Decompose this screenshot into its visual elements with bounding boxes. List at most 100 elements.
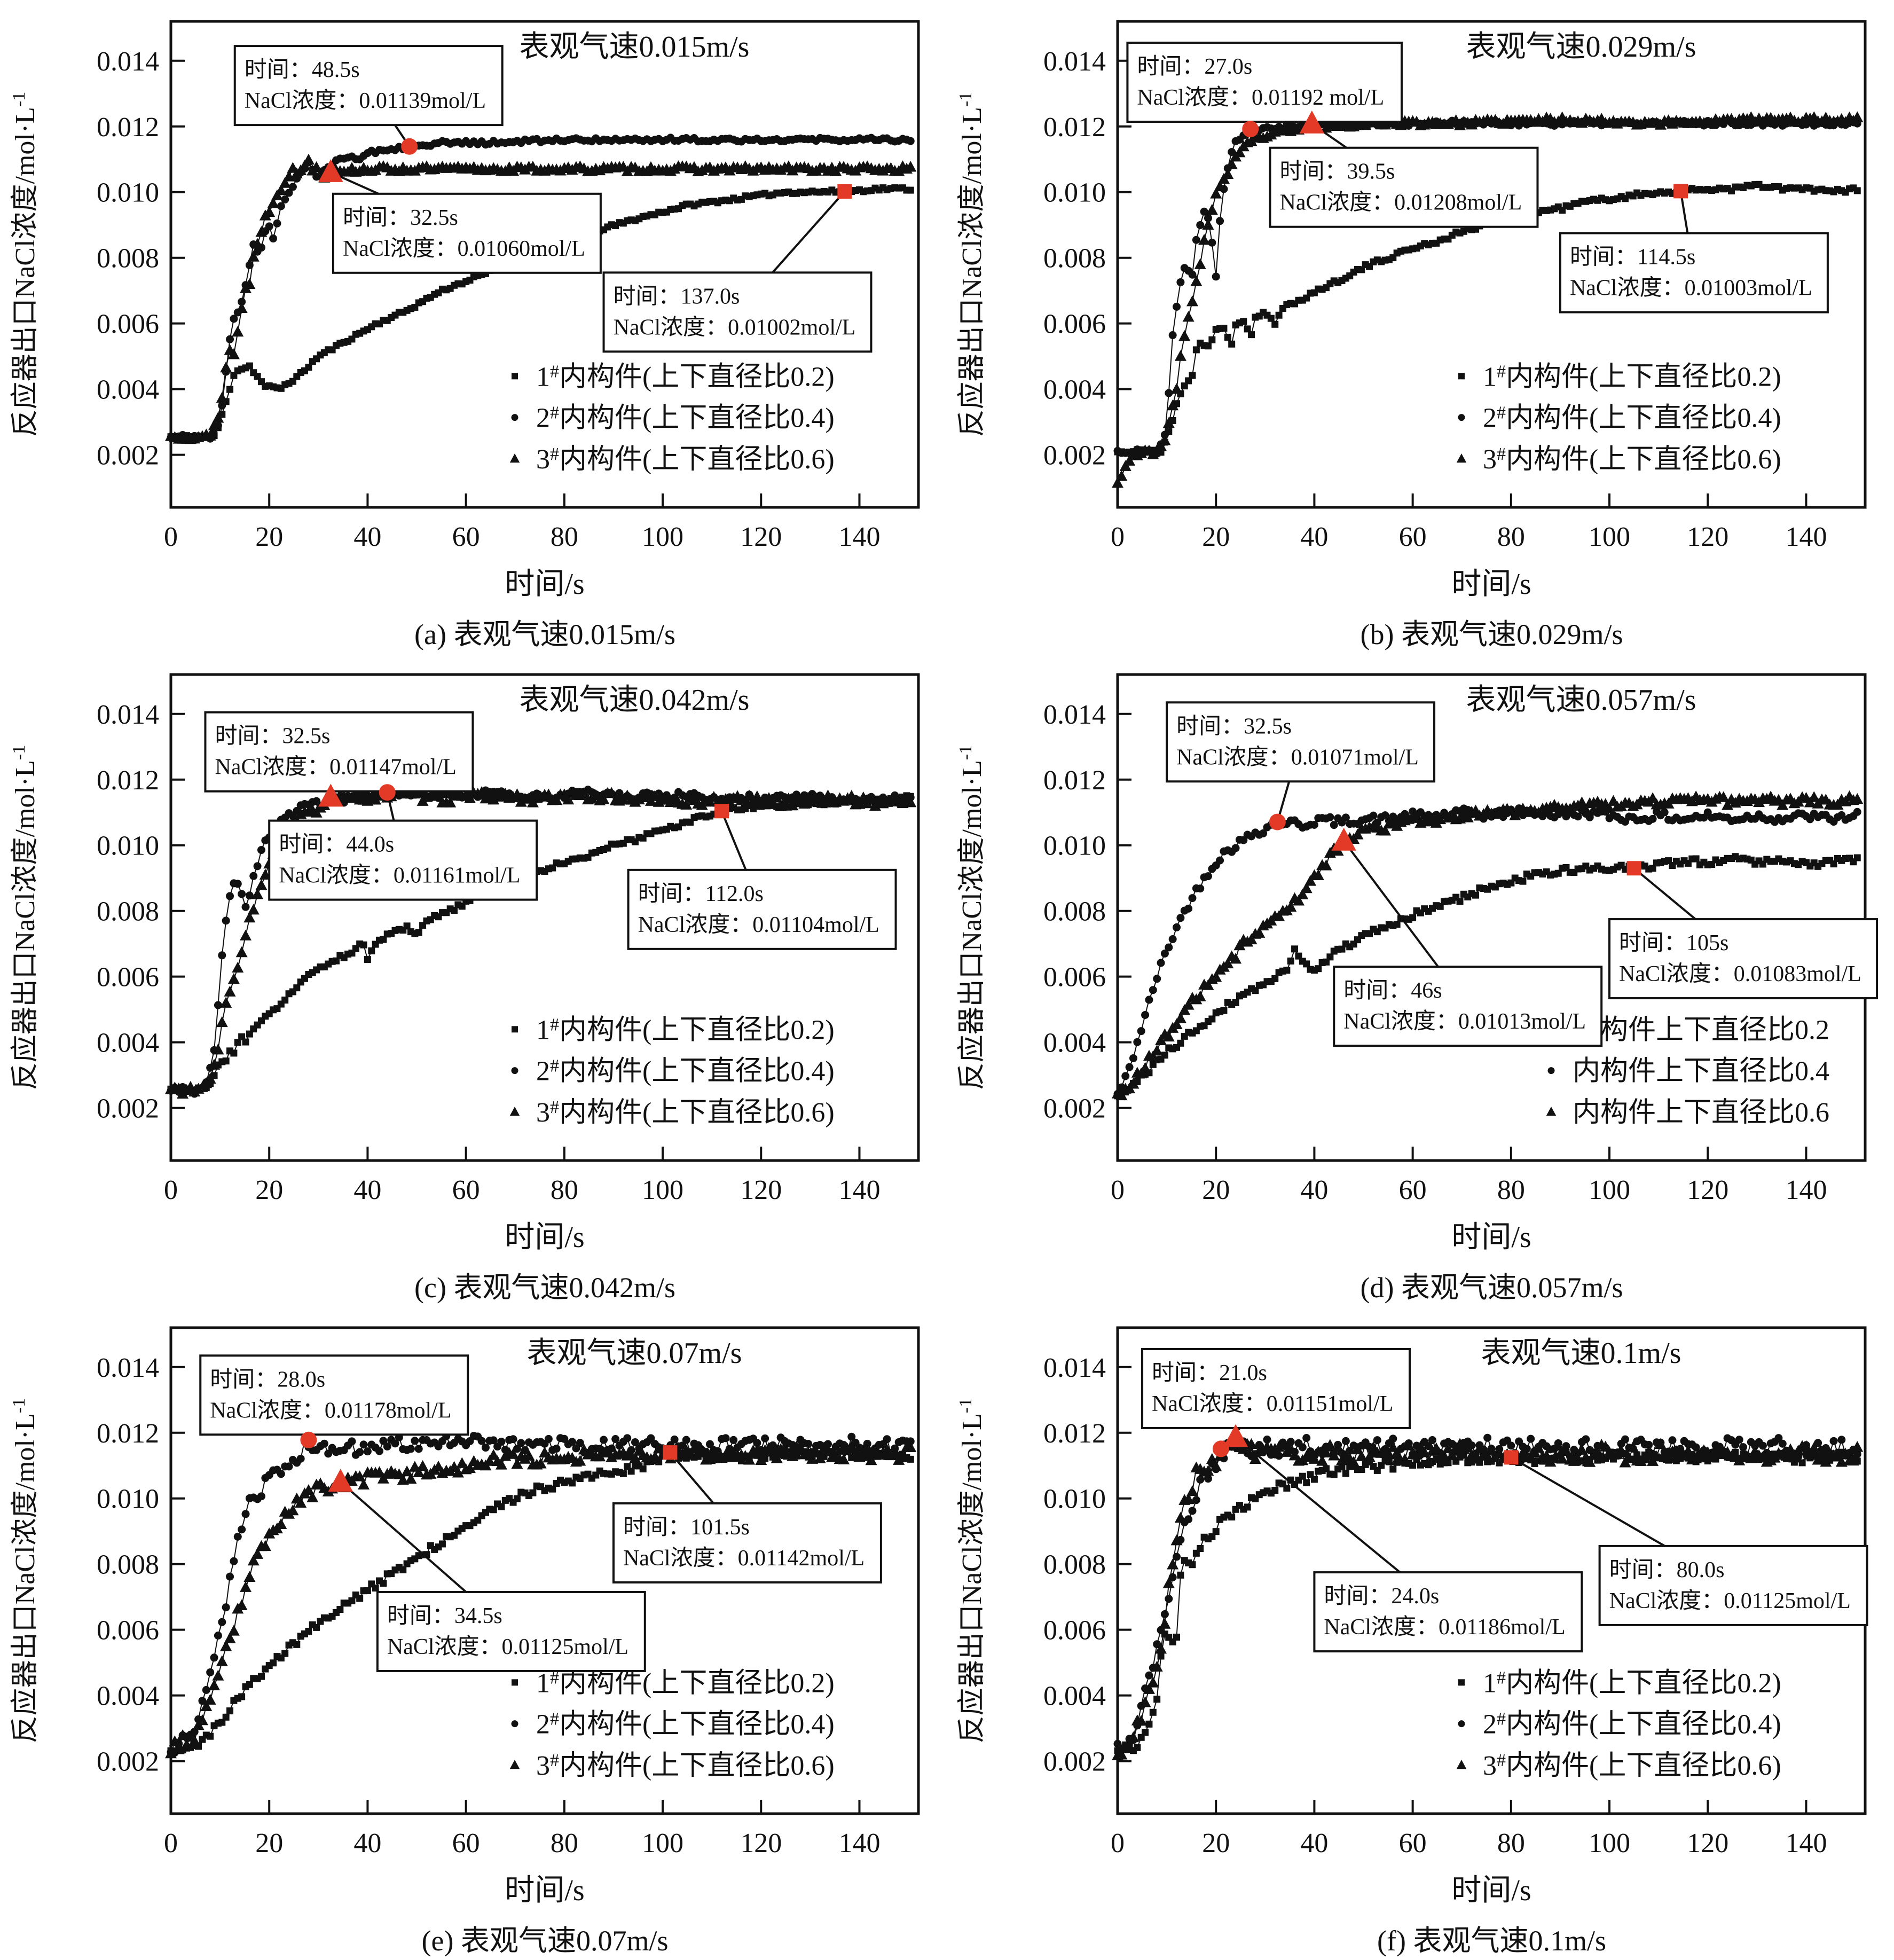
annotation: 时间：112.0s NaCl浓度：0.01104mol/L bbox=[627, 804, 897, 950]
x-tick-label: 60 bbox=[1399, 1175, 1427, 1205]
axes: 0 20 40 60 80 100 120 140 0.002 0.004 0.006 0.008 0.… bbox=[1043, 20, 1867, 552]
legend-label: 2#内构件(上下直径比0.4) bbox=[536, 1710, 835, 1740]
annotation: 时间：48.5s NaCl浓度：0.01139mol/L bbox=[233, 45, 504, 155]
annotation-text: 时间：39.5s bbox=[1280, 160, 1395, 184]
y-tick-label: 0.004 bbox=[97, 1681, 159, 1712]
legend-label: 2#内构件(上下直径比0.4) bbox=[536, 1056, 835, 1087]
annotation-text: NaCl浓度：0.01139mol/L bbox=[245, 89, 486, 113]
axes: 0 20 40 60 80 100 120 140 0.002 0.004 0.006 0.008 0.… bbox=[97, 1326, 920, 1859]
legend-label: 3#内构件(上下直径比0.6) bbox=[1483, 444, 1781, 475]
y-tick-label: 0.010 bbox=[1043, 831, 1106, 861]
annotation-text: NaCl浓度：0.01142mol/L bbox=[623, 1546, 865, 1571]
legend: 1#内构件(上下直径比0.2) 2#内构件(上下直径比0.4) 3#内构件(上下直径… bbox=[1456, 1668, 1781, 1781]
y-tick-label: 0.014 bbox=[1043, 700, 1106, 730]
y-tick-label: 0.006 bbox=[97, 309, 159, 340]
annotation: 时间：34.5s NaCl浓度：0.01125mol/L bbox=[328, 1469, 646, 1672]
x-axis-label: 时间/s bbox=[1451, 1221, 1531, 1254]
x-tick-label: 20 bbox=[255, 1828, 283, 1859]
y-tick-label: 0.014 bbox=[1043, 46, 1106, 77]
y-tick-label: 0.002 bbox=[97, 1094, 159, 1124]
annotation-text: NaCl浓度：0.01013mol/L bbox=[1343, 1009, 1586, 1034]
x-tick-label: 80 bbox=[1497, 1175, 1525, 1205]
x-tick-label: 0 bbox=[164, 1175, 178, 1205]
annotation: 时间：32.5s NaCl浓度：0.01071mol/L bbox=[1166, 701, 1436, 830]
chart-title: 表观气速0.057m/s bbox=[1466, 684, 1696, 717]
y-tick-label: 0.012 bbox=[1043, 765, 1106, 796]
x-tick-label: 60 bbox=[452, 1175, 480, 1205]
panel-b: 0 20 40 60 80 100 120 140 0.002 0.004 0.006 0.008 0.… bbox=[947, 0, 1894, 653]
panel-c-chart: 0 20 40 60 80 100 120 140 0.002 0.004 0.006 0.008 0.… bbox=[9, 673, 920, 1254]
legend-label: 2#内构件(上下直径比0.4) bbox=[536, 403, 835, 434]
y-tick-label: 0.004 bbox=[1043, 1028, 1106, 1059]
axes: 0 20 40 60 80 100 120 140 0.002 0.004 0.006 0.008 0.… bbox=[1043, 1326, 1867, 1859]
panel-e: 0 20 40 60 80 100 120 140 0.002 0.004 0.006 0.008 0.… bbox=[0, 1306, 947, 1960]
legend: 1#内构件(上下直径比0.2) 2#内构件(上下直径比0.4) 3#内构件(上下直径… bbox=[509, 1015, 835, 1128]
x-tick-label: 80 bbox=[1497, 1828, 1525, 1859]
x-tick-label: 80 bbox=[551, 1828, 578, 1859]
annotation-text: 时间：32.5s bbox=[215, 724, 330, 749]
y-tick-label: 0.006 bbox=[1043, 1616, 1106, 1646]
annotation: 时间：80.0s NaCl浓度：0.01125mol/L bbox=[1504, 1450, 1868, 1626]
annotation: 时间：28.0s NaCl浓度：0.01178mol/L bbox=[199, 1354, 469, 1448]
y-tick-label: 0.008 bbox=[1043, 897, 1106, 927]
x-tick-label: 60 bbox=[1399, 522, 1427, 552]
legend-label: 1#内构件(上下直径比0.2) bbox=[1483, 1668, 1781, 1698]
legend-label: 3#内构件(上下直径比0.6) bbox=[536, 1097, 835, 1128]
panel-b-caption: (b) 表观气速0.029m/s bbox=[1360, 618, 1623, 650]
y-tick-label: 0.004 bbox=[97, 375, 159, 405]
x-tick-label: 80 bbox=[551, 522, 578, 552]
annotation-text: NaCl浓度：0.01151mol/L bbox=[1152, 1392, 1393, 1416]
annotation-text: 时间：24.0s bbox=[1324, 1584, 1439, 1609]
x-tick-label: 80 bbox=[551, 1175, 578, 1205]
y-tick-label: 0.010 bbox=[97, 831, 159, 861]
axes: 0 20 40 60 80 100 120 140 0.002 0.004 0.006 0.008 0.… bbox=[97, 673, 920, 1205]
x-tick-label: 0 bbox=[1111, 522, 1125, 552]
legend-label: 内构件上下直径比0.2 bbox=[1573, 1015, 1829, 1045]
annotation-text: NaCl浓度：0.01208mol/L bbox=[1280, 191, 1522, 215]
annotation: 时间：114.5s NaCl浓度：0.01003mol/L bbox=[1559, 184, 1829, 313]
legend-label: 内构件上下直径比0.6 bbox=[1573, 1097, 1829, 1128]
legend-label: 2#内构件(上下直径比0.4) bbox=[1483, 403, 1781, 434]
y-tick-label: 0.012 bbox=[97, 1418, 159, 1449]
y-axis-label: 反应器出口NaCl浓度/mol·L-1 bbox=[956, 745, 987, 1091]
annotation-text: NaCl浓度：0.01161mol/L bbox=[279, 864, 520, 888]
annotation-text: 时间：105s bbox=[1619, 931, 1728, 955]
legend-label: 内构件上下直径比0.4 bbox=[1573, 1056, 1829, 1087]
x-tick-label: 140 bbox=[1785, 1828, 1827, 1859]
x-tick-label: 120 bbox=[740, 1175, 782, 1205]
x-axis-label: 时间/s bbox=[505, 568, 584, 601]
x-tick-label: 40 bbox=[1300, 1828, 1328, 1859]
x-tick-label: 100 bbox=[1589, 522, 1630, 552]
legend-label: 3#内构件(上下直径比0.6) bbox=[536, 444, 835, 475]
y-axis-label: 反应器出口NaCl浓度/mol·L-1 bbox=[9, 745, 41, 1091]
y-tick-label: 0.008 bbox=[1043, 1550, 1106, 1580]
series-circle bbox=[167, 1431, 915, 1757]
y-axis-label: 反应器出口NaCl浓度/mol·L-1 bbox=[9, 92, 41, 437]
y-tick-label: 0.008 bbox=[97, 244, 159, 274]
x-tick-label: 120 bbox=[1687, 1828, 1728, 1859]
annotation-text: NaCl浓度：0.01071mol/L bbox=[1176, 745, 1419, 770]
y-tick-label: 0.008 bbox=[97, 897, 159, 927]
panel-c-caption: (c) 表观气速0.042m/s bbox=[414, 1272, 675, 1304]
y-tick-label: 0.014 bbox=[97, 46, 159, 77]
panel-e-caption: (e) 表观气速0.07m/s bbox=[421, 1925, 669, 1957]
annotation-text: 时间：101.5s bbox=[623, 1515, 750, 1540]
x-axis-label: 时间/s bbox=[1451, 1874, 1531, 1907]
x-tick-label: 120 bbox=[1687, 522, 1728, 552]
annotation-text: 时间：137.0s bbox=[614, 284, 740, 309]
annotation-text: NaCl浓度：0.01147mol/L bbox=[215, 755, 456, 780]
x-tick-label: 20 bbox=[255, 1175, 283, 1205]
y-tick-label: 0.012 bbox=[1043, 112, 1106, 143]
legend-label: 1#内构件(上下直径比0.2) bbox=[536, 1015, 835, 1045]
annotation-text: 时间：28.0s bbox=[210, 1367, 325, 1392]
annotation-text: NaCl浓度：0.01002mol/L bbox=[614, 315, 856, 340]
y-axis-label: 反应器出口NaCl浓度/mol·L-1 bbox=[956, 1398, 987, 1744]
y-tick-label: 0.014 bbox=[97, 1353, 159, 1383]
y-tick-label: 0.010 bbox=[97, 178, 159, 208]
y-tick-label: 0.010 bbox=[97, 1484, 159, 1515]
y-tick-label: 0.006 bbox=[97, 1616, 159, 1646]
x-tick-label: 100 bbox=[642, 522, 683, 552]
annotation: 时间：32.5s NaCl浓度：0.01060mol/L bbox=[318, 159, 602, 274]
annotation: 时间：46s NaCl浓度：0.01013mol/L bbox=[1331, 827, 1603, 1047]
